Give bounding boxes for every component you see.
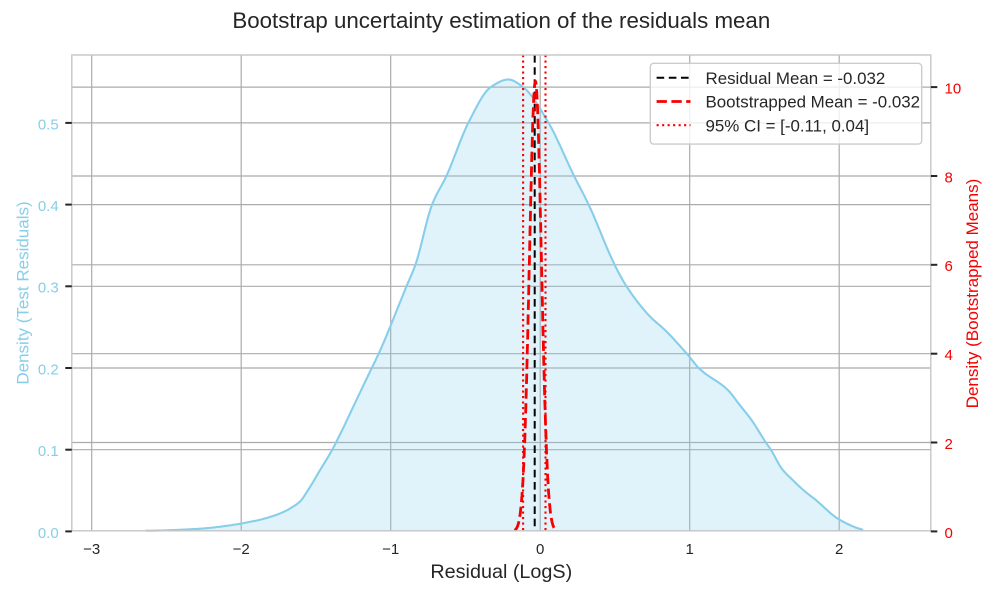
svg-text:−2: −2: [233, 541, 250, 558]
svg-text:4: 4: [945, 347, 953, 364]
svg-text:2: 2: [835, 541, 843, 558]
svg-text:−3: −3: [83, 541, 100, 558]
svg-text:6: 6: [945, 258, 953, 275]
svg-text:0.2: 0.2: [38, 361, 59, 378]
svg-text:0.4: 0.4: [38, 198, 59, 215]
svg-text:10: 10: [945, 81, 962, 98]
svg-text:0: 0: [536, 541, 544, 558]
svg-text:Bootstrap uncertainty estimati: Bootstrap uncertainty estimation of the …: [232, 8, 770, 33]
svg-text:0.1: 0.1: [38, 443, 59, 460]
svg-text:Density (Test Residuals): Density (Test Residuals): [14, 201, 33, 384]
svg-text:Bootstrapped Mean = -0.032: Bootstrapped Mean = -0.032: [706, 93, 921, 112]
svg-text:Residual Mean = -0.032: Residual Mean = -0.032: [706, 69, 886, 88]
svg-text:8: 8: [945, 169, 953, 186]
svg-text:Density (Bootstrapped Means): Density (Bootstrapped Means): [963, 179, 982, 409]
svg-text:−1: −1: [382, 541, 399, 558]
svg-text:0.3: 0.3: [38, 280, 59, 297]
svg-text:Residual (LogS): Residual (LogS): [430, 561, 572, 583]
svg-text:95% CI = [-0.11, 0.04]: 95% CI = [-0.11, 0.04]: [706, 116, 870, 135]
svg-text:0.5: 0.5: [38, 116, 59, 133]
svg-text:0: 0: [945, 525, 953, 542]
svg-text:1: 1: [686, 541, 694, 558]
svg-text:0.0: 0.0: [38, 525, 59, 542]
svg-text:2: 2: [945, 436, 953, 453]
